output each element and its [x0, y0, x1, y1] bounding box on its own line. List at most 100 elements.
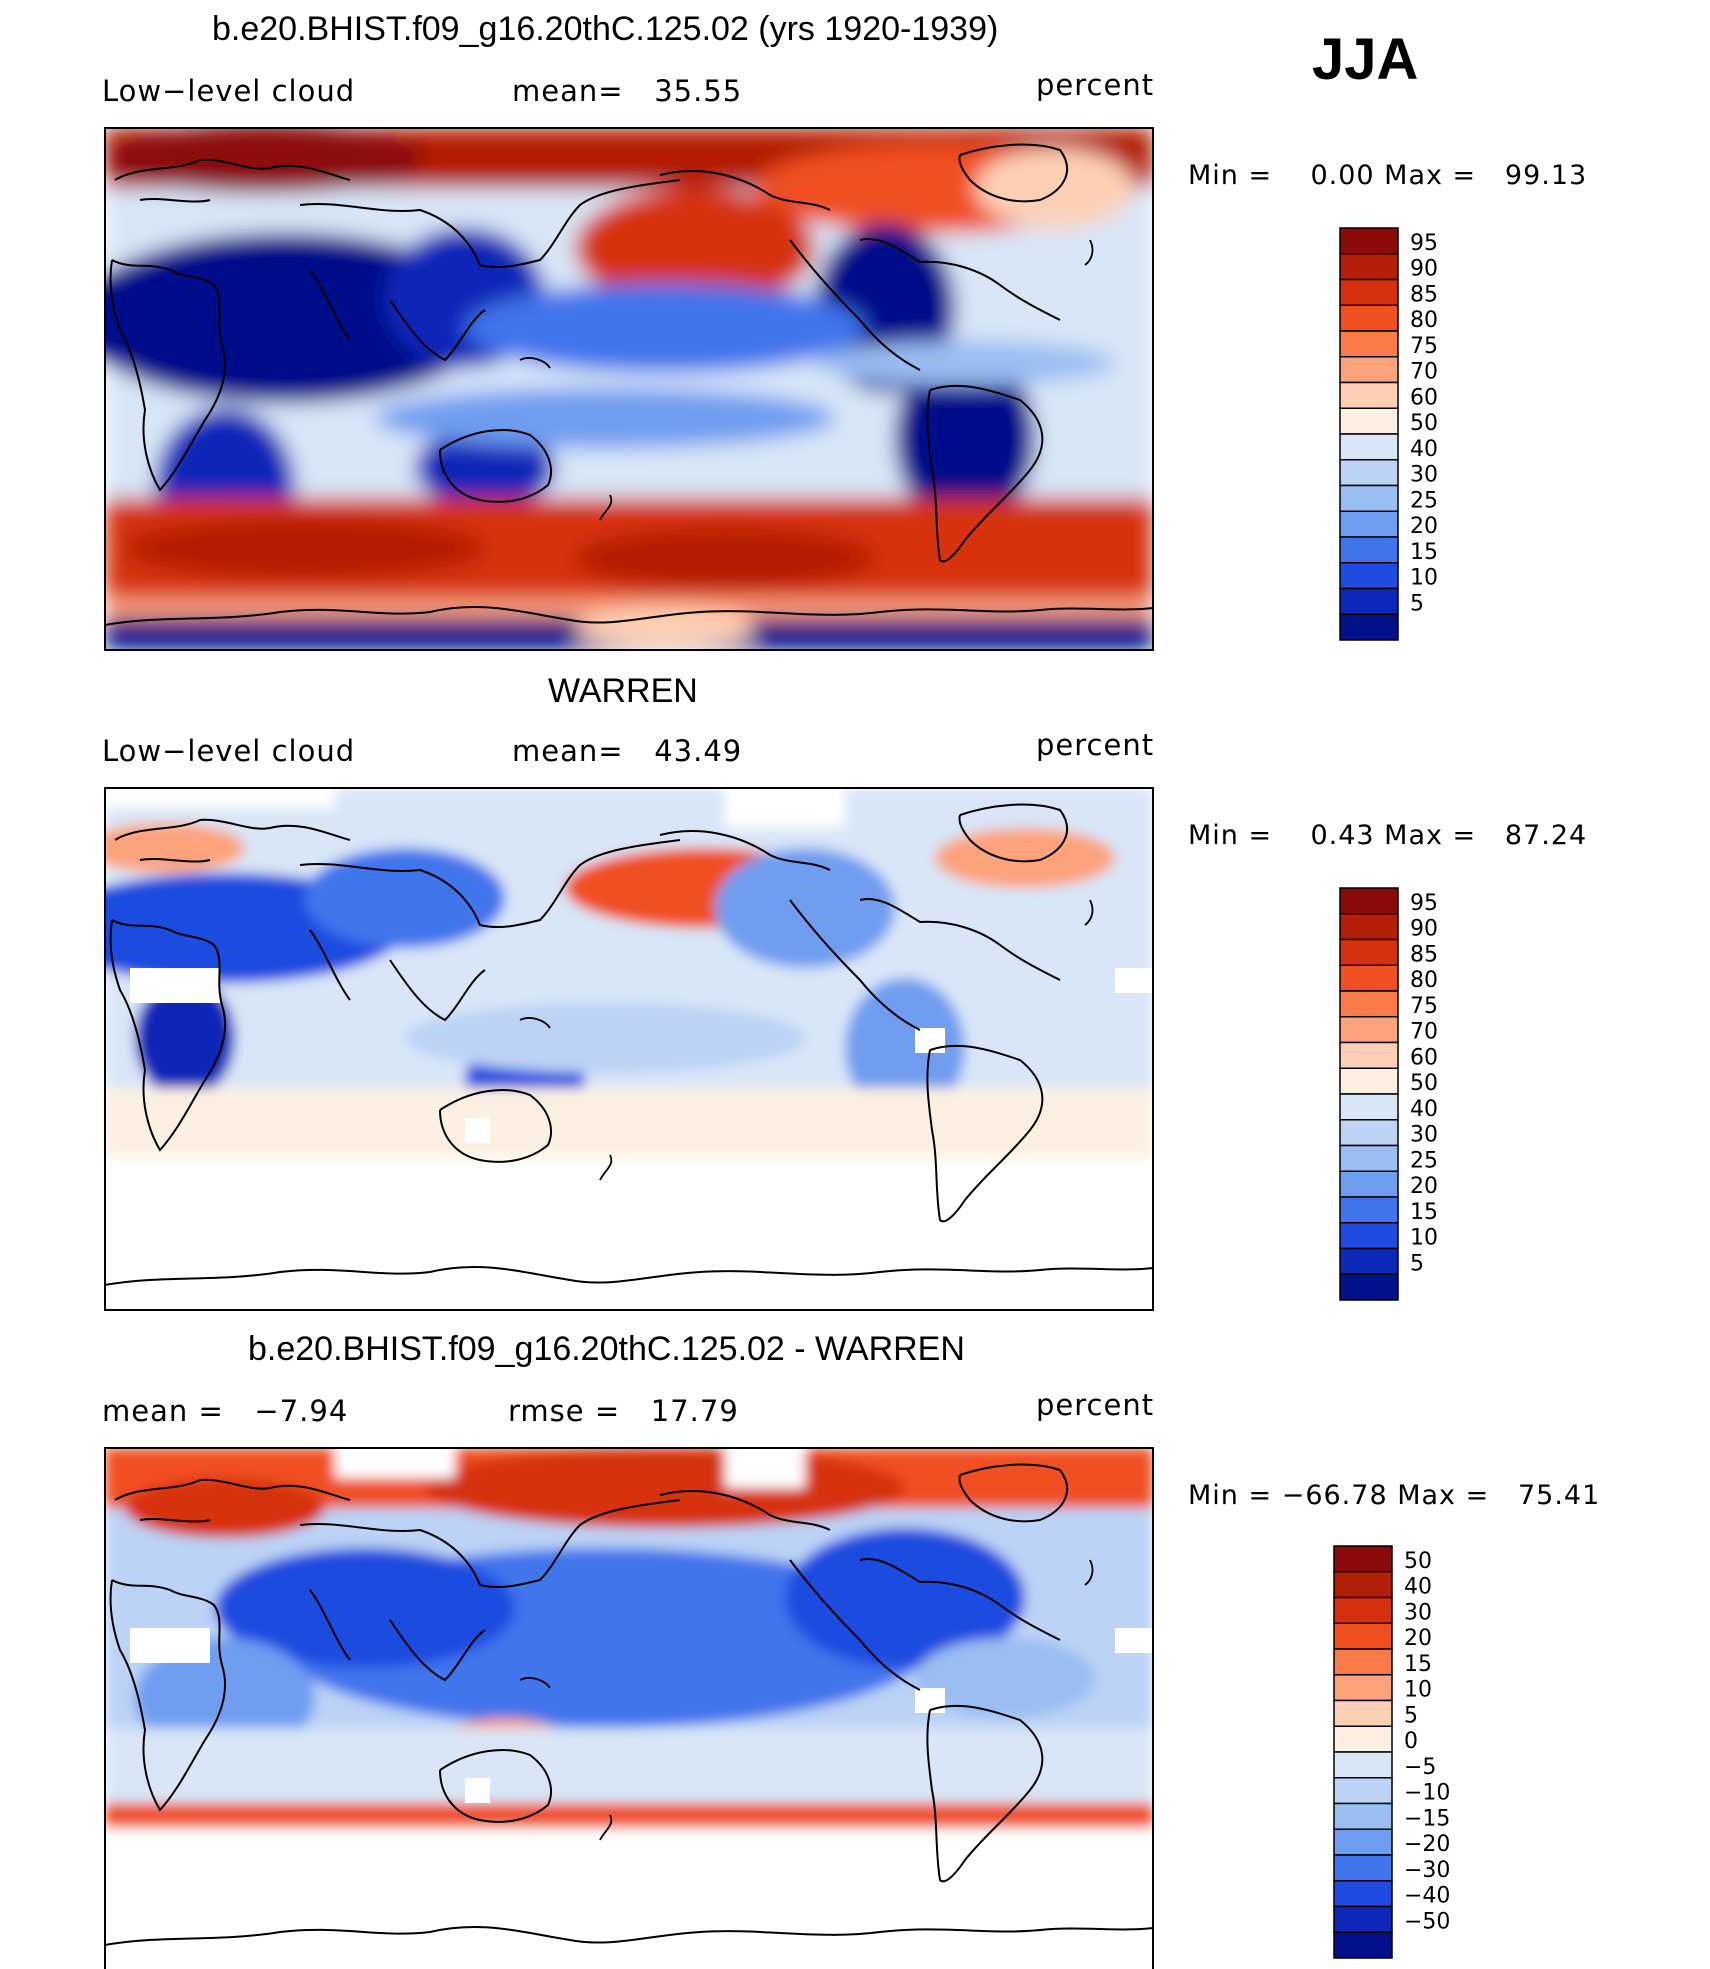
colorbar-2-swatch: [1339, 1016, 1399, 1044]
colorbar-3-swatch: [1333, 1828, 1393, 1856]
season-label: JJA: [1312, 27, 1419, 92]
colorbar-1-label: 70: [1410, 360, 1438, 385]
colorbar-1-swatch: [1339, 253, 1399, 281]
colorbar-2-label: 95: [1410, 891, 1438, 916]
colorbar-3-label: 0: [1404, 1729, 1418, 1754]
colorbar-1-label: 15: [1410, 540, 1438, 565]
panel-2-map: [105, 788, 1153, 1310]
colorbar-2-swatch: [1339, 964, 1399, 992]
panel-3-frame: [104, 1447, 1154, 1969]
colorbars: 9590858075706050403025201510595908580757…: [1333, 227, 1450, 1959]
panel-1-variable: Low−level cloud: [102, 74, 356, 108]
colorbar-2-label: 85: [1410, 942, 1438, 967]
colorbar-1-swatch: [1339, 304, 1399, 332]
colorbar-3-swatch: [1333, 1596, 1393, 1624]
colorbar-2-label: 30: [1410, 1123, 1438, 1148]
panel-2-minmax: Min = 0.43 Max = 87.24: [1188, 820, 1588, 851]
panel-2-title: WARREN: [548, 672, 698, 710]
panel-1-mean: mean= 35.55: [512, 74, 743, 108]
colorbar-1-swatch: [1339, 356, 1399, 384]
colorbar-2-swatch: [1339, 1222, 1399, 1250]
colorbar-3-label: 5: [1404, 1703, 1418, 1728]
colorbar-1-label: 95: [1410, 231, 1438, 256]
colorbar-2-label: 70: [1410, 1020, 1438, 1045]
colorbar-1-label: 75: [1410, 334, 1438, 359]
panel-1-map: [105, 128, 1153, 650]
colorbar-3-label: −30: [1404, 1858, 1450, 1883]
colorbar-3-label: 20: [1404, 1626, 1432, 1651]
colorbar-3-label: −15: [1404, 1806, 1450, 1831]
colorbar-1-swatch: [1339, 459, 1399, 487]
colorbar-2-label: 60: [1410, 1045, 1438, 1070]
colorbar-1-swatch: [1339, 484, 1399, 512]
colorbar-1-label: 50: [1410, 411, 1438, 436]
colorbar-2-swatch: [1339, 938, 1399, 966]
colorbar-3-swatch: [1333, 1880, 1393, 1908]
colorbar-3-label: −10: [1404, 1781, 1450, 1806]
colorbar-3-swatch: [1333, 1545, 1393, 1573]
colorbar-2-swatch: [1339, 1247, 1399, 1275]
colorbar-2-label: 90: [1410, 917, 1438, 942]
colorbar-1-swatch: [1339, 510, 1399, 538]
colorbar-2-swatch: [1339, 1041, 1399, 1069]
colorbar-1-swatch: [1339, 562, 1399, 590]
colorbar-1-swatch: [1339, 587, 1399, 615]
colorbar-2-swatch: [1339, 990, 1399, 1018]
colorbar-1-label: 30: [1410, 463, 1438, 488]
colorbar-2-label: 5: [1410, 1251, 1424, 1276]
colorbar-2-swatch: [1339, 1067, 1399, 1095]
colorbar-1-swatch: [1339, 433, 1399, 461]
panel-1-units: percent: [1036, 68, 1155, 102]
colorbar-3-swatch: [1333, 1725, 1393, 1753]
colorbar-3-label: −20: [1404, 1832, 1450, 1857]
colorbar-2-swatch: [1339, 1170, 1399, 1198]
colorbar-3-label: 30: [1404, 1600, 1432, 1625]
colorbar-1-label: 40: [1410, 437, 1438, 462]
colorbar-3-swatch: [1333, 1751, 1393, 1779]
colorbar-2-label: 80: [1410, 968, 1438, 993]
colorbar-1-label: 60: [1410, 385, 1438, 410]
colorbar-3-label: 50: [1404, 1549, 1432, 1574]
colorbar-2-swatch: [1339, 1119, 1399, 1147]
panel-1-frame: [104, 127, 1154, 651]
colorbar-3-swatch: [1333, 1622, 1393, 1650]
colorbar-2-label: 10: [1410, 1226, 1438, 1251]
panel-3-units: percent: [1036, 1388, 1155, 1422]
colorbar-3-label: 10: [1404, 1678, 1432, 1703]
panel-1-title: b.e20.BHIST.f09_g16.20thC.125.02 (yrs 19…: [212, 10, 999, 48]
colorbar-1-swatch: [1339, 381, 1399, 409]
colorbar-3-swatch: [1333, 1777, 1393, 1805]
colorbar-3-swatch: [1333, 1931, 1393, 1959]
colorbar-2-swatch: [1339, 913, 1399, 941]
colorbar-1-label: 25: [1410, 488, 1438, 513]
colorbar-2-swatch: [1339, 1144, 1399, 1172]
colorbar-2-label: 15: [1410, 1200, 1438, 1225]
colorbar-2-label: 75: [1410, 994, 1438, 1019]
colorbar-2-swatch: [1339, 1273, 1399, 1301]
colorbar-3-swatch: [1333, 1699, 1393, 1727]
colorbar-2-label: 25: [1410, 1148, 1438, 1173]
panel-3-title: b.e20.BHIST.f09_g16.20thC.125.02 - WARRE…: [248, 1330, 965, 1368]
colorbar-2-swatch: [1339, 1196, 1399, 1224]
colorbar-1-label: 80: [1410, 308, 1438, 333]
colorbar-3-swatch: [1333, 1802, 1393, 1830]
panel-2-variable: Low−level cloud: [102, 734, 356, 768]
panel-2-units: percent: [1036, 728, 1155, 762]
colorbar-3-label: −40: [1404, 1884, 1450, 1909]
panel-3-map: [105, 1448, 1153, 1969]
colorbar-1-label: 10: [1410, 566, 1438, 591]
colorbar-1-label: 85: [1410, 282, 1438, 307]
colorbar-3-label: −5: [1404, 1755, 1436, 1780]
colorbar-3-label: 15: [1404, 1652, 1432, 1677]
colorbar-3-swatch: [1333, 1648, 1393, 1676]
colorbar-3-swatch: [1333, 1571, 1393, 1599]
colorbar-2-swatch: [1339, 887, 1399, 915]
colorbar-3-label: −50: [1404, 1909, 1450, 1934]
panel-3-mean: mean = −7.94: [102, 1394, 349, 1428]
colorbar-2-swatch: [1339, 1093, 1399, 1121]
colorbar-1-swatch: [1339, 407, 1399, 435]
panel-2-mean: mean= 43.49: [512, 734, 743, 768]
colorbar-3-swatch: [1333, 1674, 1393, 1702]
colorbar-1-swatch: [1339, 330, 1399, 358]
